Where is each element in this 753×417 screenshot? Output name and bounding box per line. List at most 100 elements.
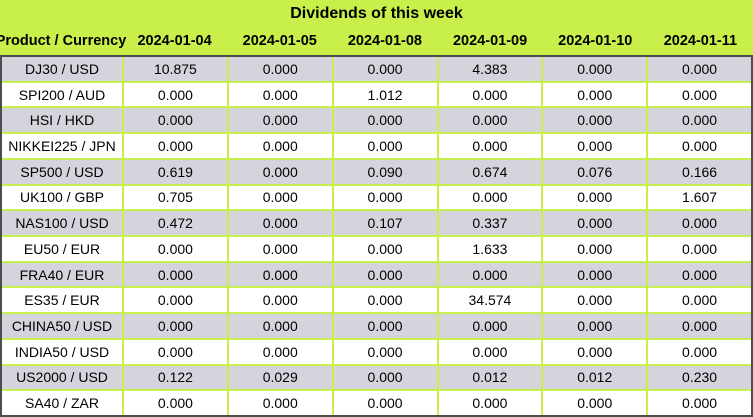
dividend-value-cell: 0.076 xyxy=(543,159,647,184)
dividend-value-cell: 0.000 xyxy=(438,82,542,107)
dividend-value-cell: 0.000 xyxy=(124,314,227,338)
product-cell: SP500 / USD xyxy=(2,159,122,184)
dividend-value-cell: 0.000 xyxy=(543,339,647,364)
dividend-value-cell: 0.000 xyxy=(543,236,647,261)
dividend-value-cell: 0.619 xyxy=(124,159,227,184)
table-row: SP500 / USD 0.619 0.000 0.090 0.674 0.076 0.16… xyxy=(2,159,751,184)
product-cell: ES35 / EUR xyxy=(2,288,122,313)
dividend-value-cell: 0.012 xyxy=(438,365,542,390)
dividend-value-cell: 0.000 xyxy=(648,211,751,235)
dividend-value-cell: 0.000 xyxy=(228,314,332,338)
dividend-value-cell: 0.674 xyxy=(438,159,542,184)
product-cell: EU50 / EUR xyxy=(2,236,122,261)
dividend-value-cell: 0.000 xyxy=(333,108,437,133)
dividend-value-cell: 0.000 xyxy=(648,339,751,364)
table-header-row: Product / Currency 2024-01-04 2024-01-05… xyxy=(0,27,753,55)
dividend-value-cell: 0.000 xyxy=(333,236,437,261)
dividend-value-cell: 0.000 xyxy=(648,262,751,287)
table-row: HSI / HKD 0.000 0.000 0.000 0.000 0.000 0.000 xyxy=(2,108,751,133)
dividend-value-cell: 0.000 xyxy=(648,288,751,313)
dividend-value-cell: 0.472 xyxy=(124,211,227,235)
dividend-value-cell: 0.230 xyxy=(648,365,751,390)
dividend-value-cell: 0.000 xyxy=(333,288,437,313)
product-cell: FRA40 / EUR xyxy=(2,262,122,287)
col-header-product: Product / Currency xyxy=(0,33,127,49)
dividend-value-cell: 0.000 xyxy=(228,391,332,415)
dividend-value-cell: 34.574 xyxy=(438,288,542,313)
col-header-date-2: 2024-01-05 xyxy=(242,33,317,49)
dividend-value-cell: 0.000 xyxy=(543,314,647,338)
product-cell: DJ30 / USD xyxy=(2,57,122,81)
dividend-value-cell: 0.000 xyxy=(124,391,227,415)
dividend-value-cell: 0.000 xyxy=(543,134,647,158)
dividend-value-cell: 0.000 xyxy=(543,185,647,210)
product-cell: NIKKEI225 / JPN xyxy=(2,134,122,158)
dividend-value-cell: 0.000 xyxy=(333,134,437,158)
dividend-value-cell: 0.000 xyxy=(333,57,437,81)
dividend-value-cell: 0.000 xyxy=(543,288,647,313)
table-row: SA40 / ZAR 0.000 0.000 0.000 0.000 0.000 0.000 xyxy=(2,391,751,415)
dividend-value-cell: 0.000 xyxy=(438,108,542,133)
dividend-value-cell: 0.000 xyxy=(228,262,332,287)
dividend-value-cell: 0.000 xyxy=(333,365,437,390)
dividend-value-cell: 0.000 xyxy=(648,57,751,81)
dividend-value-cell: 0.000 xyxy=(543,391,647,415)
dividend-value-cell: 0.000 xyxy=(648,236,751,261)
dividend-value-cell: 0.000 xyxy=(228,288,332,313)
dividend-value-cell: 0.000 xyxy=(124,236,227,261)
product-cell: SPI200 / AUD xyxy=(2,82,122,107)
dividend-value-cell: 0.000 xyxy=(124,288,227,313)
col-header-date-4: 2024-01-09 xyxy=(452,33,528,49)
col-header-date-3: 2024-01-08 xyxy=(347,33,422,49)
table-row: NAS100 / USD 0.472 0.000 0.107 0.337 0.000 0.0… xyxy=(2,211,751,235)
dividend-value-cell: 1.633 xyxy=(438,236,542,261)
table-row: NIKKEI225 / JPN 0.000 0.000 0.000 0.000 0.000… xyxy=(2,134,751,158)
table-row: INDIA50 / USD 0.000 0.000 0.000 0.000 0.000 0.… xyxy=(2,339,751,364)
dividend-value-cell: 10.875 xyxy=(124,57,227,81)
product-cell: SA40 / ZAR xyxy=(2,391,122,415)
dividend-value-cell: 0.000 xyxy=(124,134,227,158)
dividend-value-cell: 0.000 xyxy=(228,159,332,184)
dividend-value-cell: 0.000 xyxy=(648,108,751,133)
dividend-value-cell: 0.012 xyxy=(543,365,647,390)
dividend-value-cell: 0.000 xyxy=(438,185,542,210)
product-cell: INDIA50 / USD xyxy=(2,339,122,364)
dividend-value-cell: 0.000 xyxy=(228,57,332,81)
dividend-value-cell: 0.000 xyxy=(438,134,542,158)
col-header-date-1: 2024-01-04 xyxy=(137,33,212,49)
product-cell: CHINA50 / USD xyxy=(2,314,122,338)
dividend-value-cell: 0.000 xyxy=(333,314,437,338)
dividend-value-cell: 0.000 xyxy=(333,339,437,364)
table-row: EU50 / EUR 0.000 0.000 0.000 1.633 0.000 0.000 xyxy=(2,236,751,261)
dividend-value-cell: 0.705 xyxy=(124,185,227,210)
dividend-value-cell: 0.000 xyxy=(228,82,332,107)
product-cell: US2000 / USD xyxy=(2,365,122,390)
product-cell: NAS100 / USD xyxy=(2,211,122,235)
dividend-value-cell: 0.000 xyxy=(333,391,437,415)
dividend-value-cell: 0.122 xyxy=(124,365,227,390)
dividend-value-cell: 0.000 xyxy=(543,108,647,133)
dividend-value-cell: 0.000 xyxy=(124,82,227,107)
table-row: ES35 / EUR 0.000 0.000 0.000 34.574 0.000 0.00… xyxy=(2,288,751,313)
dividend-value-cell: 0.107 xyxy=(333,211,437,235)
dividend-value-cell: 0.000 xyxy=(124,108,227,133)
dividend-value-cell: 0.000 xyxy=(648,391,751,415)
dividend-value-cell: 0.166 xyxy=(648,159,751,184)
dividend-value-cell: 0.000 xyxy=(648,314,751,338)
dividend-value-cell: 0.000 xyxy=(543,57,647,81)
col-header-date-6: 2024-01-11 xyxy=(663,33,738,49)
dividend-value-cell: 0.000 xyxy=(543,262,647,287)
dividend-value-cell: 0.000 xyxy=(648,134,751,158)
dividend-value-cell: 0.000 xyxy=(333,185,437,210)
dividend-value-cell: 0.000 xyxy=(228,185,332,210)
dividend-value-cell: 0.000 xyxy=(648,82,751,107)
table-row: CHINA50 / USD 0.000 0.000 0.000 0.000 0.000 0.… xyxy=(2,314,751,338)
dividend-value-cell: 0.000 xyxy=(124,339,227,364)
dividend-value-cell: 0.000 xyxy=(543,211,647,235)
dividend-value-cell: 0.029 xyxy=(228,365,332,390)
dividend-value-cell: 0.337 xyxy=(438,211,542,235)
table-row: US2000 / USD 0.122 0.029 0.000 0.012 0.012 0.2… xyxy=(2,365,751,390)
dividend-value-cell: 0.000 xyxy=(228,211,332,235)
dividend-value-cell: 0.090 xyxy=(333,159,437,184)
